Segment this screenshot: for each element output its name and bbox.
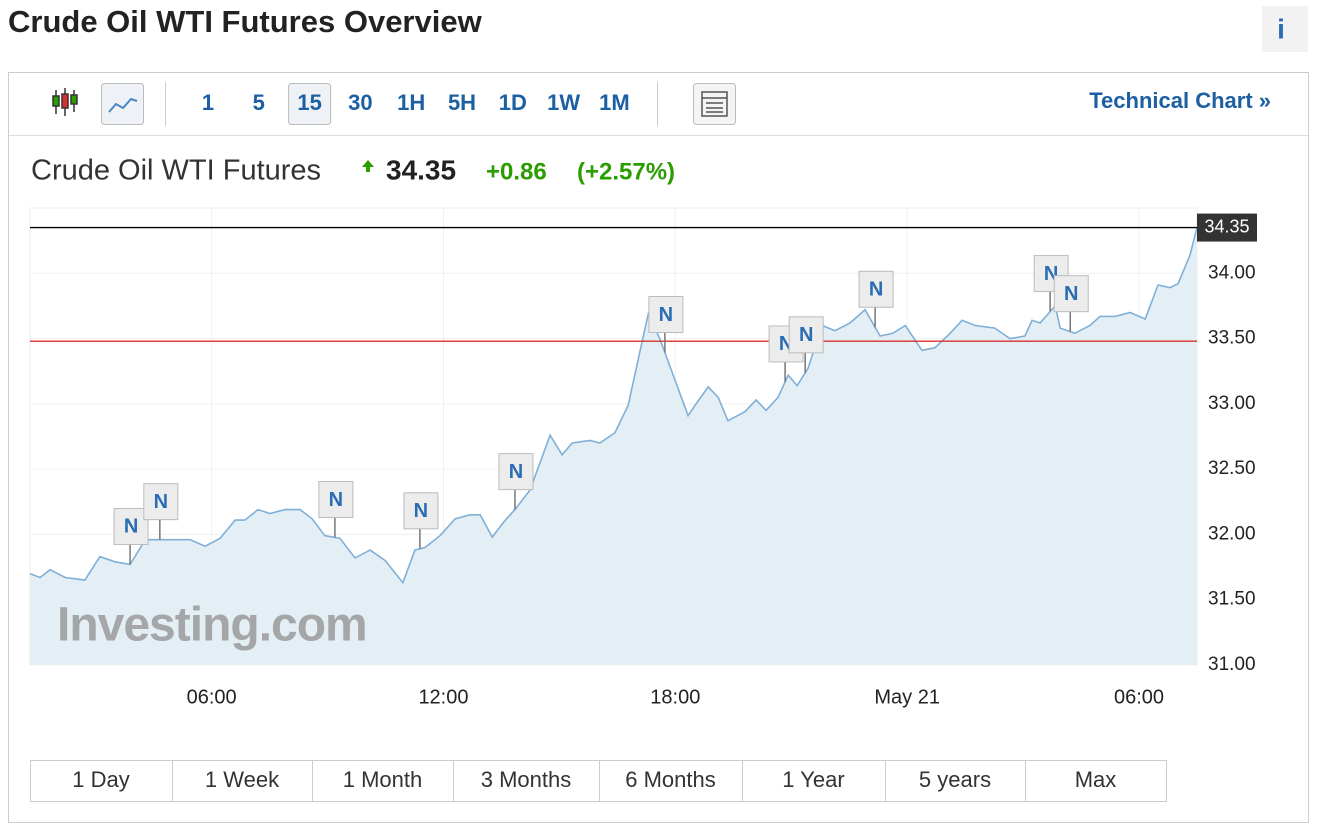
range-button-label[interactable]: 1 Day bbox=[72, 767, 129, 792]
y-tick-label: 32.50 bbox=[1208, 458, 1256, 479]
price-line bbox=[29, 227, 1198, 585]
candlestick-icon[interactable] bbox=[52, 88, 78, 116]
news-marker-label[interactable]: N bbox=[509, 461, 523, 483]
range-button[interactable] bbox=[599, 760, 743, 802]
news-marker-label[interactable]: N bbox=[329, 489, 343, 511]
interval-button[interactable]: 1D bbox=[499, 90, 527, 115]
y-tick-label: 33.00 bbox=[1208, 393, 1256, 414]
news-marker[interactable] bbox=[318, 480, 354, 518]
chart: 31.00 31.50 32.00 32.50 33.00 33.50 34.00 06:00… bbox=[29, 207, 1257, 708]
y-tick-label: 34.00 bbox=[1208, 262, 1256, 283]
news-marker-label[interactable]: N bbox=[1064, 283, 1078, 305]
news-marker-label[interactable]: N bbox=[869, 279, 883, 301]
line-chart-icon[interactable] bbox=[108, 97, 138, 113]
range-button-label[interactable]: 3 Months bbox=[481, 767, 572, 792]
range-button-label[interactable]: 5 years bbox=[919, 767, 991, 792]
up-arrow bbox=[362, 160, 374, 172]
page-title: Crude Oil WTI Futures Overview bbox=[8, 4, 483, 39]
range-button[interactable] bbox=[453, 760, 600, 802]
news-marker[interactable] bbox=[498, 453, 534, 491]
news-marker[interactable] bbox=[1053, 275, 1089, 313]
range-button-label[interactable]: Max bbox=[1075, 767, 1117, 792]
news-marker-label[interactable]: N bbox=[414, 500, 428, 522]
price-tag-label: 34.35 bbox=[1204, 216, 1249, 236]
news-marker[interactable] bbox=[113, 507, 149, 545]
interval-button[interactable]: 1H bbox=[397, 90, 425, 115]
news-marker-label[interactable]: N bbox=[154, 491, 168, 513]
price-area bbox=[30, 227, 1197, 665]
news-marker-label[interactable]: N bbox=[659, 304, 673, 326]
info-button[interactable] bbox=[1262, 6, 1308, 52]
range-bar: 1 Day 1 Week 1 Month 3 Months 6 Months 1 Year… bbox=[30, 760, 1167, 802]
instrument-name: Crude Oil WTI Futures bbox=[31, 155, 321, 187]
x-tick-label: 06:00 bbox=[187, 686, 237, 708]
news-marker[interactable] bbox=[143, 483, 179, 521]
range-button-label[interactable]: 1 Year bbox=[782, 767, 844, 792]
interval-button[interactable]: 1W bbox=[547, 90, 580, 115]
range-button[interactable] bbox=[885, 760, 1026, 802]
news-marker-label[interactable]: N bbox=[124, 516, 138, 538]
news-marker[interactable] bbox=[403, 492, 439, 530]
x-tick-label: May 21 bbox=[874, 686, 940, 708]
watermark: Investing.com bbox=[57, 599, 367, 652]
range-button[interactable] bbox=[742, 760, 886, 802]
active-interval-bg[interactable] bbox=[288, 83, 332, 125]
y-tick-label: 31.00 bbox=[1208, 654, 1256, 675]
table-button[interactable] bbox=[693, 83, 736, 125]
y-tick-label: 33.50 bbox=[1208, 328, 1256, 349]
news-marker-label[interactable]: N bbox=[799, 324, 813, 346]
info-icon[interactable]: i bbox=[1277, 13, 1285, 44]
x-tick-label: 18:00 bbox=[650, 686, 700, 708]
line-chart-button[interactable] bbox=[101, 83, 144, 125]
last-price: 34.35 bbox=[386, 154, 456, 185]
news-marker[interactable] bbox=[858, 270, 894, 308]
technical-chart-link[interactable]: Technical Chart » bbox=[1089, 88, 1271, 113]
range-button-label[interactable]: 1 Month bbox=[343, 767, 423, 792]
price-change: +0.86 bbox=[486, 158, 547, 185]
interval-button[interactable]: 1M bbox=[599, 90, 630, 115]
range-button[interactable] bbox=[1025, 760, 1167, 802]
range-button-label[interactable]: 6 Months bbox=[625, 767, 716, 792]
interval-button[interactable]: 1 bbox=[202, 90, 214, 115]
interval-button[interactable]: 5H bbox=[448, 90, 476, 115]
interval-button[interactable]: 15 bbox=[297, 90, 321, 115]
x-tick-label: 06:00 bbox=[1114, 686, 1164, 708]
price-change-percent: (+2.57%) bbox=[577, 158, 675, 185]
interval-button[interactable]: 30 bbox=[348, 90, 372, 115]
interval-button[interactable]: 5 bbox=[253, 90, 265, 115]
range-button-label[interactable]: 1 Week bbox=[205, 767, 280, 792]
x-tick-label: 12:00 bbox=[418, 686, 468, 708]
y-tick-label: 31.50 bbox=[1208, 589, 1256, 610]
news-marker[interactable] bbox=[648, 296, 684, 334]
interval-bar: 1 5 15 30 1H 5H 1D 1W 1M bbox=[202, 83, 630, 125]
price-tag bbox=[1197, 213, 1257, 242]
y-tick-label: 32.00 bbox=[1208, 523, 1256, 544]
range-button[interactable] bbox=[30, 760, 173, 802]
news-marker[interactable] bbox=[788, 316, 824, 354]
table-icon[interactable] bbox=[701, 91, 728, 117]
